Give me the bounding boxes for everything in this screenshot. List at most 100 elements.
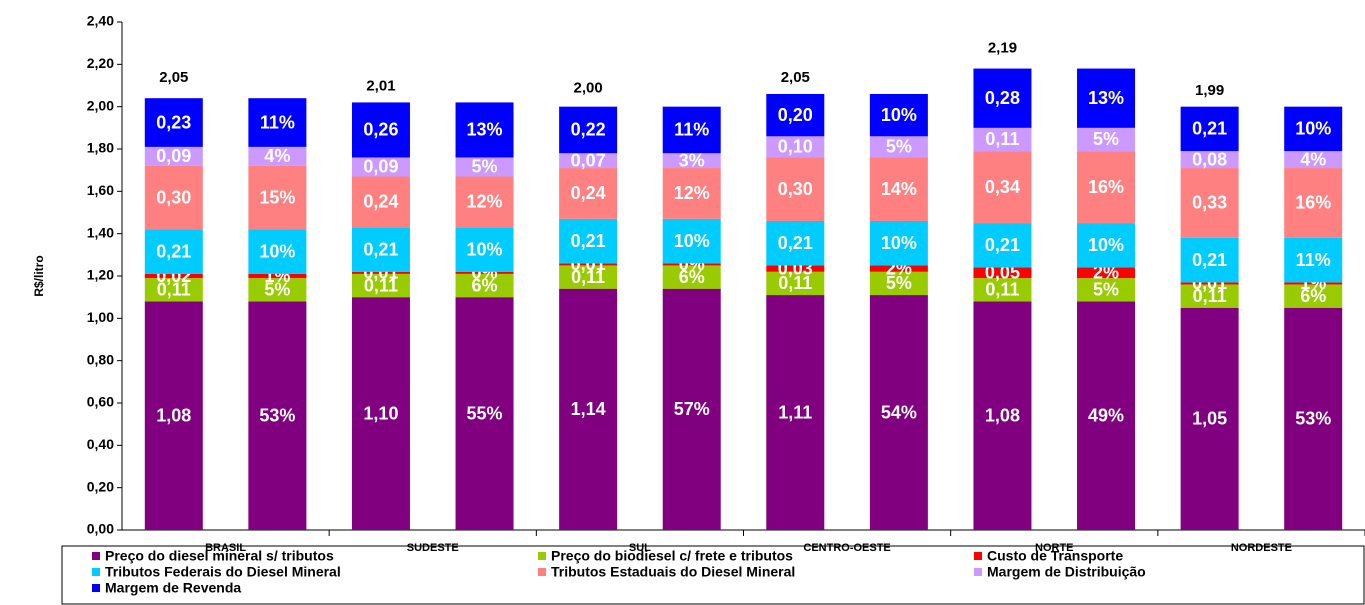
bar-segment	[144, 165, 203, 230]
bar-segment	[144, 146, 203, 166]
share-label: 11%	[260, 112, 295, 132]
share-label: 6%	[472, 275, 498, 295]
share-label: 5%	[472, 157, 498, 177]
share-label: 53%	[1295, 409, 1331, 429]
share-label: 57%	[674, 399, 710, 419]
share-label: 10%	[881, 105, 917, 125]
bar-segment	[973, 301, 1032, 530]
legend-label: Tributos Federais do Diesel Mineral	[105, 564, 341, 580]
bar-segment	[973, 68, 1032, 128]
share-segment	[1284, 282, 1343, 285]
share-segment	[869, 271, 928, 296]
value-label: 0,33	[1192, 193, 1227, 213]
legend-swatch	[538, 552, 546, 560]
share-segment	[455, 102, 514, 158]
value-label: 0,26	[363, 120, 398, 140]
share-label: 53%	[259, 405, 295, 425]
share-segment	[455, 157, 514, 177]
share-label: 5%	[1093, 129, 1119, 149]
bar-segment	[1180, 237, 1239, 283]
bar-segment	[351, 102, 410, 158]
share-segment	[662, 263, 721, 266]
y-tick-label: 0,80	[87, 351, 114, 367]
bar-segment	[766, 136, 825, 158]
value-label: 0,30	[156, 187, 191, 207]
value-label: 0,21	[985, 235, 1020, 255]
value-label: 0,21	[363, 239, 398, 259]
share-segment	[662, 153, 721, 169]
share-label: 5%	[1093, 280, 1119, 300]
share-segment	[248, 98, 307, 147]
bar-segment	[766, 157, 825, 221]
share-segment	[1077, 151, 1136, 224]
bar-segment	[1180, 307, 1239, 530]
share-segment	[1284, 284, 1343, 308]
share-segment	[869, 93, 928, 137]
share-segment	[455, 273, 514, 298]
share-segment	[248, 229, 307, 274]
share-segment	[1077, 301, 1136, 530]
value-label: 0,21	[156, 241, 191, 261]
legend-swatch	[92, 552, 100, 560]
value-label: 1,14	[571, 399, 606, 419]
legend-label: Margem de Revenda	[105, 580, 241, 596]
legend-box	[61, 545, 1365, 605]
share-segment	[1077, 223, 1136, 268]
share-label: 10%	[1295, 119, 1331, 139]
bar-segment	[351, 273, 410, 298]
bar-segment	[766, 295, 825, 530]
bar-segment	[144, 278, 203, 302]
share-segment	[455, 176, 514, 228]
value-label: 0,07	[571, 150, 606, 170]
bar-segment	[766, 265, 825, 272]
share-segment	[869, 220, 928, 266]
y-tick-label: 0,20	[87, 478, 114, 494]
value-label: 0,11	[364, 275, 398, 295]
share-label: 4%	[1300, 149, 1326, 169]
y-tick-label: 1,40	[87, 224, 114, 240]
share-label: 55%	[467, 403, 503, 423]
bar-segment	[559, 218, 618, 264]
share-segment	[248, 273, 307, 279]
value-label: 1,11	[778, 402, 812, 422]
share-segment	[1284, 151, 1343, 169]
share-label: 11%	[1296, 250, 1331, 270]
value-label: 0,24	[363, 192, 398, 212]
bar-segment	[973, 278, 1032, 302]
share-label: 13%	[1088, 88, 1124, 108]
value-label: 0,11	[985, 129, 1019, 149]
share-label: 13%	[467, 120, 503, 140]
total-label: 2,00	[574, 80, 603, 97]
share-segment	[1077, 68, 1136, 128]
share-label: 3%	[679, 150, 705, 170]
share-label: 11%	[674, 120, 709, 140]
share-label: 54%	[881, 402, 917, 422]
share-label: 16%	[1295, 193, 1331, 213]
share-segment	[662, 106, 721, 154]
share-segment	[1284, 307, 1343, 530]
y-tick-label: 1,20	[87, 267, 114, 283]
value-label: 0,22	[571, 120, 606, 140]
total-label: 2,05	[781, 69, 810, 86]
bar-segment	[1180, 284, 1239, 308]
bar-segment	[351, 157, 410, 177]
share-segment	[662, 288, 721, 530]
bar-segment	[766, 271, 825, 296]
value-label: 0,28	[985, 88, 1020, 108]
legend-swatch	[92, 584, 100, 592]
x-tick-label: BRASIL	[205, 542, 246, 554]
share-segment	[869, 295, 928, 530]
y-tick-label: 0,40	[87, 436, 114, 452]
share-label: 6%	[679, 267, 705, 287]
value-label: 0,11	[1193, 286, 1227, 306]
share-segment	[662, 168, 721, 219]
x-tick-label: CENTRO-OESTE	[803, 542, 890, 554]
x-tick-label: SUDESTE	[407, 542, 459, 554]
bar-segment	[559, 288, 618, 530]
value-label: 0,30	[778, 179, 813, 199]
share-segment	[1077, 267, 1136, 279]
value-label: 1,10	[363, 403, 398, 423]
value-label: 0,24	[571, 183, 606, 203]
bar-segment	[559, 265, 618, 289]
